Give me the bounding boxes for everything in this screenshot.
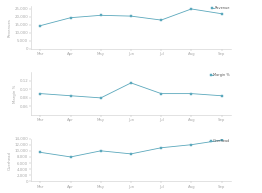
Legend: Overhead: Overhead (209, 139, 230, 143)
Legend: Margin %: Margin % (210, 73, 230, 77)
Y-axis label: Overhead: Overhead (8, 151, 12, 169)
Y-axis label: Margin %: Margin % (13, 84, 17, 103)
Y-axis label: Revenues: Revenues (8, 18, 12, 37)
Legend: Revenue: Revenue (211, 7, 230, 10)
